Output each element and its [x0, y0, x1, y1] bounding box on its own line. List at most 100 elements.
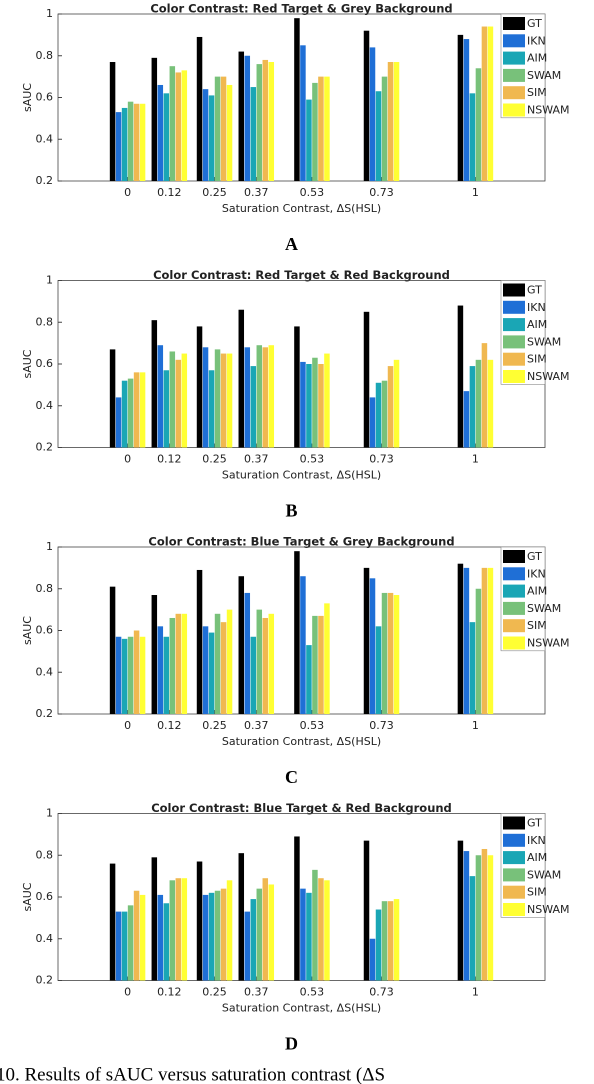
- bar: [181, 613, 188, 714]
- bar: [127, 378, 134, 448]
- bar: [363, 567, 370, 714]
- bar: [133, 890, 140, 981]
- bar: [469, 622, 476, 714]
- legend-label: SWAM: [527, 602, 561, 615]
- panel-label: D: [285, 1034, 298, 1054]
- bar: [393, 359, 400, 448]
- x-tick-label: 1: [472, 719, 479, 732]
- legend-swatch: [503, 903, 525, 916]
- bar: [363, 311, 370, 448]
- bar: [244, 911, 251, 981]
- x-tick-label: 0.12: [157, 186, 182, 199]
- legend-label: SIM: [527, 619, 547, 632]
- bar: [481, 343, 488, 448]
- legend-box: [500, 813, 546, 918]
- legend-label: NSWAM: [527, 637, 570, 650]
- bar: [294, 836, 300, 981]
- bar: [208, 370, 215, 448]
- bar: [220, 888, 227, 981]
- legend-label: IKN: [527, 834, 546, 847]
- bar: [220, 353, 227, 448]
- bar: [169, 880, 176, 981]
- chart-title: Color Contrast: Red Target & Red Backgro…: [153, 268, 450, 282]
- y-tick-label: 0.6: [36, 624, 54, 637]
- y-tick-label: 0.2: [36, 441, 54, 454]
- bar: [324, 880, 330, 981]
- bar: [244, 347, 251, 448]
- bar: [369, 938, 376, 981]
- y-tick-label: 0.6: [36, 890, 54, 903]
- chart-title: Color Contrast: Blue Target & Red Backgr…: [151, 801, 452, 815]
- bar: [202, 894, 209, 981]
- bar: [487, 26, 494, 182]
- legend-swatch: [503, 335, 525, 349]
- bar: [163, 636, 170, 714]
- bar: [121, 638, 128, 714]
- legend-swatch: [503, 17, 525, 30]
- bar: [109, 586, 116, 714]
- x-tick-label: 0: [124, 719, 131, 732]
- bar: [375, 91, 382, 181]
- caption: 10. Results of sAUC versus saturation co…: [0, 1064, 385, 1084]
- bar: [157, 894, 164, 981]
- bar: [481, 567, 488, 714]
- x-tick-label: 0: [124, 453, 131, 466]
- bar: [318, 364, 324, 448]
- legend-label: AIM: [527, 52, 547, 65]
- legend-swatch: [503, 318, 525, 332]
- bar: [163, 903, 170, 981]
- bar: [127, 636, 134, 714]
- bar: [487, 855, 494, 981]
- legend-label: GT: [527, 817, 542, 830]
- bar: [318, 878, 324, 981]
- y-tick-label: 0.2: [36, 707, 54, 720]
- x-tick-label: 1: [472, 186, 479, 199]
- bar: [214, 613, 221, 714]
- bar: [300, 888, 306, 981]
- bar: [244, 592, 251, 714]
- legend-box: [500, 13, 546, 119]
- bar: [487, 567, 494, 714]
- bar: [268, 613, 275, 714]
- bar: [157, 84, 164, 181]
- legend-label: GT: [527, 284, 542, 297]
- y-tick-label: 0.8: [36, 49, 54, 62]
- bar: [151, 57, 158, 181]
- bar: [202, 626, 209, 714]
- bar: [214, 76, 221, 181]
- y-tick-label: 1: [46, 540, 53, 553]
- chart-title: Color Contrast: Blue Target & Grey Backg…: [148, 535, 454, 549]
- bar: [256, 345, 263, 448]
- legend-label: IKN: [527, 34, 546, 47]
- legend-swatch: [503, 370, 525, 383]
- x-tick-label: 0.37: [244, 986, 269, 999]
- bar: [268, 884, 275, 981]
- legend-label: NSWAM: [527, 903, 570, 916]
- bar: [387, 592, 394, 714]
- legend-swatch: [503, 868, 525, 882]
- x-tick-label: 0.73: [369, 986, 394, 999]
- bar: [226, 880, 233, 981]
- panel-label: B: [285, 501, 297, 521]
- bar: [463, 851, 470, 981]
- y-tick-label: 0.6: [36, 91, 54, 104]
- legend-swatch: [503, 619, 525, 633]
- bar: [196, 36, 203, 182]
- bar: [294, 18, 300, 181]
- bar: [169, 617, 176, 714]
- panel-label: C: [285, 767, 298, 787]
- y-tick-label: 0.2: [36, 174, 54, 187]
- bar: [115, 397, 122, 448]
- bar: [226, 609, 233, 714]
- bar: [268, 345, 275, 448]
- panel-label: A: [285, 234, 298, 254]
- bar: [220, 622, 227, 714]
- bar: [157, 345, 164, 448]
- y-tick-label: 1: [46, 274, 53, 287]
- bar: [463, 391, 470, 448]
- legend-label: SIM: [527, 86, 547, 99]
- legend-swatch: [503, 550, 525, 563]
- bar: [169, 66, 176, 181]
- legend-swatch: [503, 851, 525, 865]
